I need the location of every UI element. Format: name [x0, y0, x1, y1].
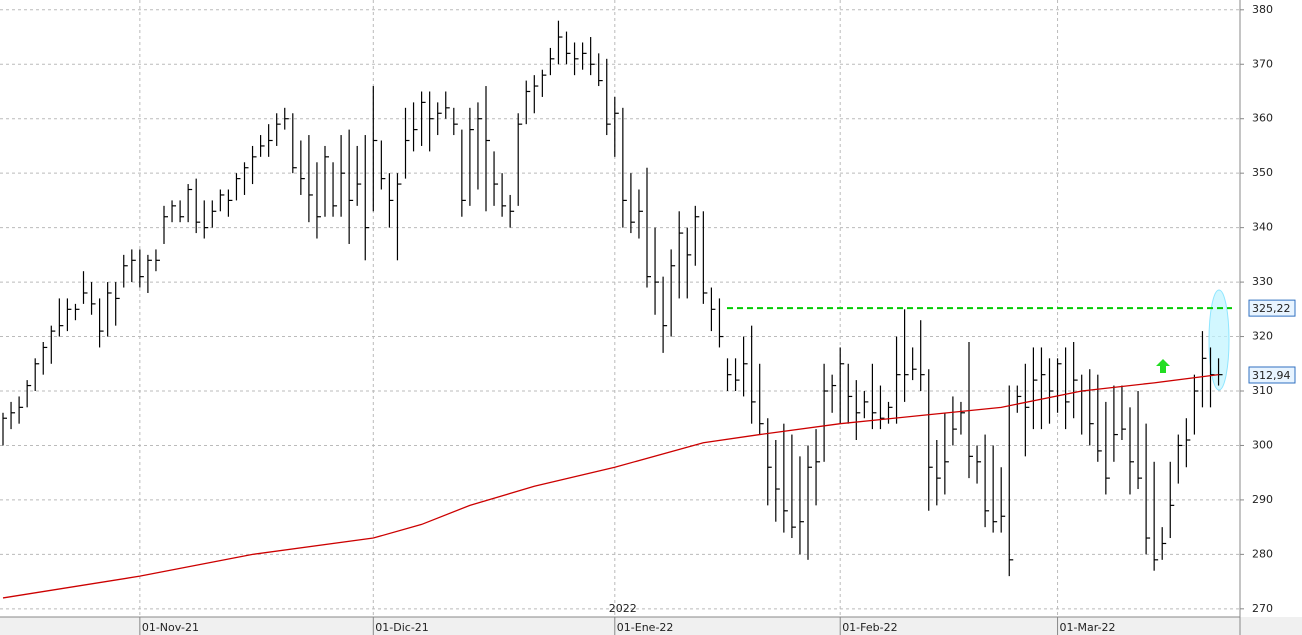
marks [2, 20, 1232, 599]
y-tick-label: 300 [1252, 438, 1273, 451]
x-tick-label: 01-Ene-22 [617, 621, 674, 634]
x-axis-strip [0, 617, 1302, 635]
y-tick-label: 370 [1252, 57, 1273, 70]
up-arrow [1156, 359, 1170, 373]
y-tick-label: 330 [1252, 275, 1273, 288]
x-tick-label: 01-Nov-21 [142, 621, 199, 634]
y-tick-label: 340 [1252, 221, 1273, 234]
grid [0, 0, 1240, 617]
x-tick-label: 01-Dic-21 [375, 621, 429, 634]
y-tick-label: 280 [1252, 547, 1273, 560]
y-tick-label: 360 [1252, 112, 1273, 125]
price-label-box [1248, 299, 1296, 317]
year-label: 2022 [609, 602, 637, 615]
y-tick-label: 350 [1252, 166, 1273, 179]
price-label: 325,22 [1252, 302, 1291, 315]
y-tick-label: 290 [1252, 493, 1273, 506]
y-tick-label: 380 [1252, 3, 1273, 16]
moving-average [2, 374, 1219, 599]
labels: 270 280 290 300 310 320 330 340 350 360 370 380 01-N… [139, 3, 1296, 635]
highlight-ellipse [1208, 289, 1230, 391]
price-label: 312,94 [1252, 369, 1291, 382]
y-tick-label: 310 [1252, 384, 1273, 397]
y-tick-label: 320 [1252, 330, 1273, 343]
y-tick-label: 270 [1252, 602, 1273, 615]
x-tick-label: 01-Mar-22 [1060, 621, 1116, 634]
price-label-box [1248, 366, 1296, 384]
x-tick-label: 01-Feb-22 [842, 621, 897, 634]
